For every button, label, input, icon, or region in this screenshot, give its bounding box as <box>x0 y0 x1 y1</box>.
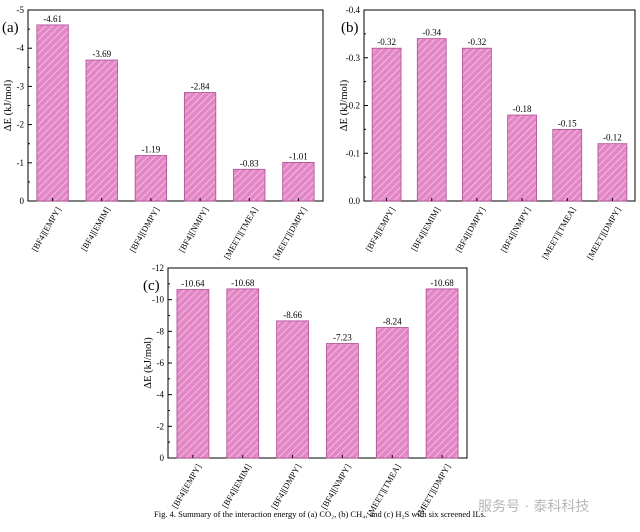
x-category-label: [BF4][DMPY] <box>269 462 303 511</box>
y-tick-label: 0.0 <box>349 196 361 206</box>
y-tick-label: -1 <box>17 158 25 168</box>
x-category-label: [BF4][EMIM] <box>79 205 112 253</box>
bar-[BF4][EMPY] <box>36 24 69 202</box>
plot-frame <box>27 9 324 202</box>
bar-[BF4][NMPY] <box>326 343 359 459</box>
y-tick-label: -6 <box>157 358 165 368</box>
y-tick-label: -10 <box>152 295 164 305</box>
data-label: -10.68 <box>231 278 255 288</box>
data-label: -0.32 <box>377 37 396 47</box>
data-label: -2.84 <box>191 82 210 92</box>
y-tick-label: -0.4 <box>346 5 361 15</box>
bar-[BF4][EMIM] <box>416 38 447 202</box>
bar-[BF4][NMPY] <box>183 92 217 202</box>
x-category-label: [MEET][DMPY] <box>271 205 309 261</box>
data-label: -1.01 <box>289 151 308 161</box>
data-label: -0.18 <box>513 104 532 114</box>
x-category-label: [BF4][DMPY] <box>127 205 161 254</box>
x-category-label: [BF4][EMIM] <box>220 462 253 510</box>
bar-[BF4][DMPY] <box>462 47 492 202</box>
x-category-label: [BF4][EMPY] <box>170 462 204 510</box>
x-category-label: [BF4][NMPY] <box>319 462 353 511</box>
x-category-label: [BF4][EMPY] <box>363 205 397 253</box>
bar-[BF4][NMPY] <box>507 114 537 202</box>
x-category-label: [BF4][NMPY] <box>498 205 532 254</box>
y-axis-label: ΔE (kJ/mol) <box>3 79 14 131</box>
chart-panel-b: 0.0 -0.1 -0.2 -0.3 -0.4 ΔE (kJ/mol) (b) -0.32 [B… <box>339 5 636 261</box>
data-label: -0.34 <box>422 28 441 38</box>
bar-[MEET][DMPY] <box>282 162 315 202</box>
data-label: -0.15 <box>558 118 577 128</box>
data-label: -0.83 <box>240 158 259 168</box>
x-category-label: [BF4][EMIM] <box>409 205 442 253</box>
y-tick-label: -0.3 <box>346 53 361 63</box>
data-label: -1.19 <box>142 145 161 155</box>
data-label: -0.32 <box>468 37 487 47</box>
y-tick-label: -2 <box>157 421 165 431</box>
figure-caption: Fig. 4. Summary of the interaction energ… <box>154 509 486 519</box>
y-tick-label: -12 <box>152 263 164 273</box>
y-tick-label: -3 <box>17 81 25 91</box>
plot-frame <box>363 9 636 202</box>
bar-[BF4][EMPY] <box>371 47 402 202</box>
bar-[BF4][DMPY] <box>276 320 309 459</box>
watermark: 服务号 · 泰科科技 <box>478 499 590 515</box>
bar-[MEET][DMPY] <box>425 288 459 459</box>
x-category-label: [BF4][EMPY] <box>29 205 63 253</box>
bar-[BF4][EMIM] <box>85 59 118 202</box>
x-category-label: [MEET][TMEA] <box>540 205 578 261</box>
x-category-label: [MEET][DMPY] <box>585 205 623 261</box>
panel-label: (b) <box>341 20 359 36</box>
y-tick-label: -4 <box>17 43 25 53</box>
bar-[BF4][EMPY] <box>176 289 210 459</box>
chart-panel-c: 0 -2 -4 -6 -8 -10 -12 ΔE (kJ/mol) (c) -10.64 [BF4]… <box>143 263 468 518</box>
data-label: -4.61 <box>43 14 62 24</box>
x-category-label: [BF4][DMPY] <box>453 205 487 254</box>
bar-[BF4][EMIM] <box>226 288 260 459</box>
bar-[MEET][TMEA] <box>375 327 409 459</box>
y-tick-label: 0 <box>20 196 25 206</box>
bar-[BF4][DMPY] <box>134 155 168 202</box>
data-label: -10.64 <box>181 279 205 289</box>
bar-[MEET][DMPY] <box>597 143 628 202</box>
bar-[MEET][TMEA] <box>233 168 266 202</box>
chart-panel-a: 0 -1 -2 -3 -4 -5 ΔE (kJ/mol) (a) -4.61 [BF4][EMPY… <box>2 5 324 261</box>
data-label: -10.68 <box>430 278 454 288</box>
y-tick-label: -5 <box>17 5 25 15</box>
y-tick-label: -2 <box>17 120 25 130</box>
y-tick-label: -8 <box>157 326 165 336</box>
x-category-label: [BF4][NMPY] <box>176 205 210 254</box>
data-label: -7.23 <box>333 333 352 343</box>
y-axis-label: ΔE (kJ/mol) <box>143 337 154 389</box>
y-axis-label: ΔE (kJ/mol) <box>339 79 350 131</box>
y-tick-label: 0 <box>160 453 165 463</box>
data-label: -0.12 <box>603 133 622 143</box>
y-tick-label: -0.2 <box>346 101 360 111</box>
panel-label: (a) <box>2 20 19 36</box>
data-label: -3.69 <box>92 49 111 59</box>
data-label: -8.24 <box>383 317 402 327</box>
bar-[MEET][TMEA] <box>552 128 583 202</box>
x-category-label: [MEET][TMEA] <box>222 205 260 261</box>
panel-label: (c) <box>143 278 160 294</box>
data-label: -8.66 <box>283 310 302 320</box>
y-tick-label: -0.1 <box>346 148 360 158</box>
y-tick-label: -4 <box>157 390 165 400</box>
plot-frame <box>167 267 468 459</box>
